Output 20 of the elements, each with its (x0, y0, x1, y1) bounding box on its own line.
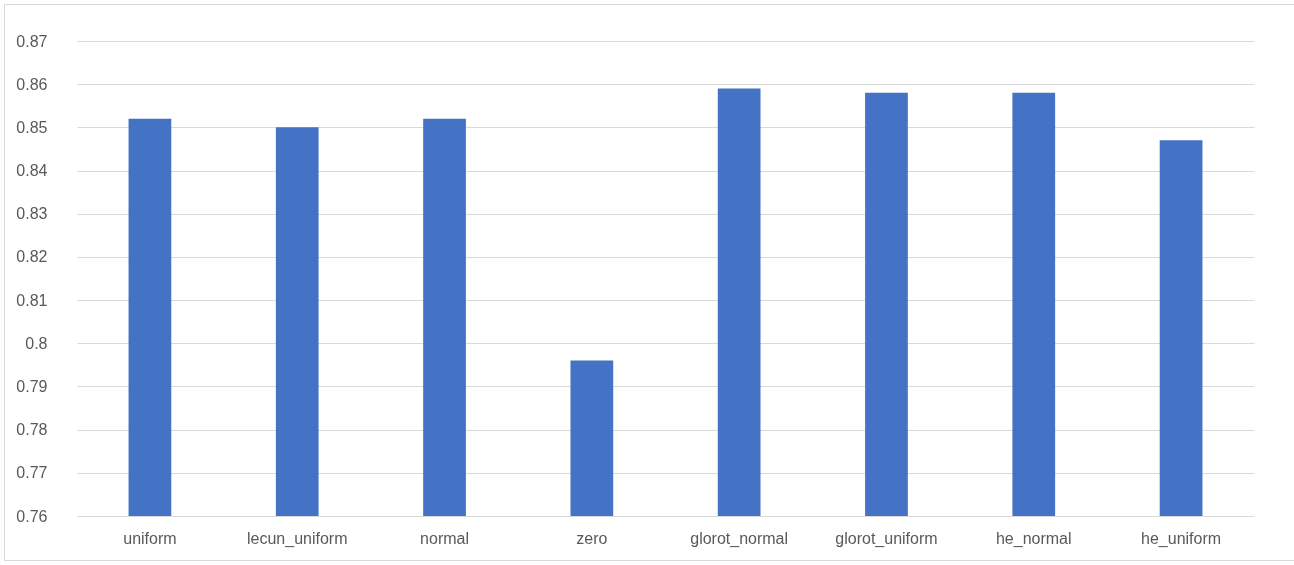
x-tick-label: he_normal (995, 529, 1072, 548)
x-tick-label: he_uniform (1141, 529, 1222, 548)
x-tick-label: normal (420, 529, 469, 547)
y-tick-label: 0.85 (16, 118, 48, 136)
x-tick-label: zero (576, 529, 608, 547)
x-tick-label: glorot_normal (690, 529, 789, 548)
x-tick-label: lecun_uniform (246, 529, 348, 548)
x-tick-label: uniform (123, 529, 177, 547)
y-tick-label: 0.87 (16, 32, 48, 50)
y-tick-label: 0.81 (16, 291, 48, 309)
y-tick-label: 0.84 (16, 162, 48, 180)
y-tick-label: 0.77 (16, 464, 48, 482)
y-tick-label: 0.76 (16, 507, 48, 525)
y-tick-label: 0.83 (16, 205, 48, 223)
x-tick-label: glorot_uniform (835, 529, 938, 548)
y-tick-label: 0.78 (16, 421, 48, 439)
y-tick-label: 0.86 (16, 75, 48, 93)
y-tick-label: 0.82 (16, 248, 48, 266)
y-tick-label: 0.8 (25, 334, 48, 352)
y-tick-label: 0.79 (16, 377, 48, 395)
